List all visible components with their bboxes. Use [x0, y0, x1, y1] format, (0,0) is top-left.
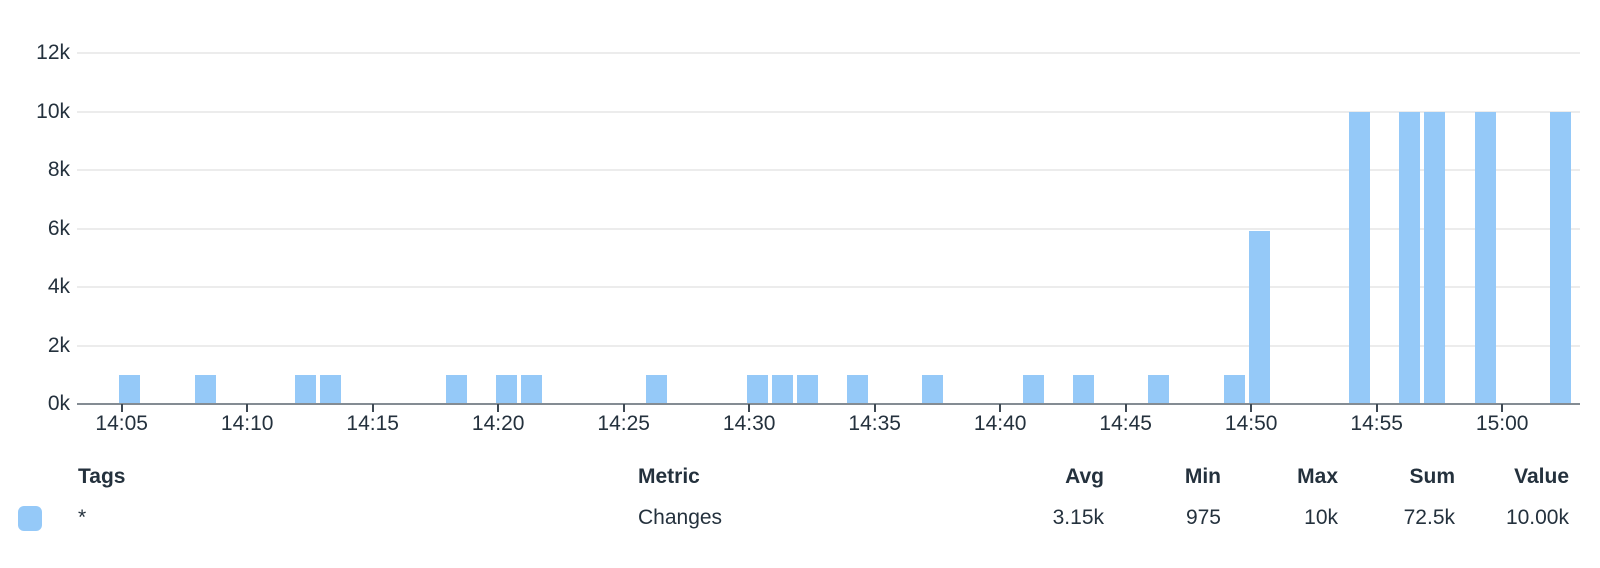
legend-min-value: 975	[1185, 506, 1221, 529]
gridline-4k	[77, 286, 1580, 288]
gridline-6k	[77, 227, 1580, 230]
legend-header-sum[interactable]: Sum	[1409, 465, 1455, 488]
y-axis-label-12k: 12k	[36, 41, 70, 64]
x-axis-tick-14:30	[748, 404, 751, 412]
y-axis-label-6k: 6k	[47, 216, 70, 240]
x-axis-tick-14:15	[371, 404, 374, 412]
legend-swatch-cell	[0, 505, 60, 531]
x-axis-tick-14:35	[873, 404, 876, 412]
legend-header-max[interactable]: Max	[1297, 465, 1338, 488]
y-axis-label-8k: 8k	[47, 158, 70, 181]
x-axis-label-14:05: 14:05	[95, 412, 148, 435]
bar-14:50[interactable]	[1248, 230, 1270, 404]
bar-14:54[interactable]	[1349, 111, 1371, 404]
x-axis-tick-14:45	[1124, 404, 1127, 412]
bar-14:34[interactable]	[847, 375, 869, 404]
gridline-12k	[77, 52, 1580, 54]
x-axis-label-14:30: 14:30	[722, 412, 776, 435]
legend-metric-value[interactable]: Changes	[638, 506, 723, 529]
x-axis-label-14:50: 14:50	[1224, 412, 1278, 435]
bar-14:20[interactable]	[495, 375, 517, 404]
x-axis-tick-14:50	[1250, 404, 1253, 412]
bar-14:18[interactable]	[445, 375, 467, 404]
x-axis-label-14:10: 14:10	[220, 412, 274, 435]
legend-header-min[interactable]: Min	[1184, 465, 1221, 488]
legend-value-value: 10.00k	[1505, 506, 1569, 529]
bar-14:46[interactable]	[1148, 375, 1170, 404]
legend-header-value[interactable]: Value	[1514, 465, 1569, 488]
legend-header-tags[interactable]: Tags	[78, 465, 126, 488]
legend-header-avg[interactable]: Avg	[1065, 465, 1104, 488]
x-axis-tick-14:25	[622, 404, 625, 412]
bar-14:37[interactable]	[922, 375, 944, 404]
x-axis-tick-14:40	[999, 404, 1002, 412]
x-axis-tick-15:00	[1501, 404, 1504, 412]
legend-avg-value: 3.15k	[1052, 506, 1104, 529]
bar-14:43[interactable]	[1073, 375, 1094, 404]
bar-14:05[interactable]	[119, 375, 141, 404]
x-axis-label-15:00: 15:00	[1475, 412, 1529, 435]
x-axis-tick-14:20	[497, 404, 500, 412]
bar-14:41[interactable]	[1022, 375, 1044, 404]
x-axis-label-14:25: 14:25	[597, 412, 650, 435]
bar-14:59[interactable]	[1474, 111, 1496, 404]
gridline-8k	[77, 169, 1580, 171]
x-axis-label-14:40: 14:40	[973, 412, 1027, 435]
time-series-bar-chart[interactable]: 12k 10k 8k 6k 4k 2k 0k 14:05 14:10 14:15 14:20 14:2…	[0, 0, 1600, 448]
y-axis-label-0k: 0k	[47, 392, 70, 415]
x-axis-tick-14:10	[246, 404, 249, 412]
x-axis-tick-14:05	[120, 404, 123, 412]
legend-max-value: 10k	[1304, 506, 1338, 529]
x-axis-label-14:20: 14:20	[471, 412, 525, 435]
bar-14:26[interactable]	[646, 375, 668, 404]
legend-tags-value: *	[78, 506, 87, 529]
bar-14:32[interactable]	[796, 375, 818, 404]
bar-14:21[interactable]	[520, 375, 542, 404]
bar-14:30[interactable]	[746, 375, 768, 404]
gridline-2k	[77, 344, 1580, 347]
series-color-swatch[interactable]	[18, 505, 42, 531]
bar-14:12[interactable]	[294, 375, 316, 404]
bar-15:02[interactable]	[1549, 111, 1571, 404]
bar-14:49[interactable]	[1223, 375, 1245, 404]
y-axis-label-4k: 4k	[47, 275, 70, 298]
x-axis-tick-14:55	[1375, 404, 1378, 412]
y-axis-label-2k: 2k	[47, 333, 70, 357]
bar-14:13[interactable]	[320, 375, 341, 404]
x-axis-label-14:45: 14:45	[1099, 412, 1152, 435]
y-axis-label-10k: 10k	[36, 99, 70, 123]
legend-header-metric[interactable]: Metric	[638, 465, 700, 488]
gridline-10k	[77, 110, 1580, 113]
legend-header-row: Tags Metric Avg Min Max Sum Value	[0, 462, 1569, 492]
bar-14:08[interactable]	[194, 375, 216, 404]
x-axis-label-14:15: 14:15	[346, 412, 399, 435]
bar-14:56[interactable]	[1399, 111, 1421, 404]
legend-sum-value: 72.5k	[1403, 506, 1455, 529]
bar-14:31[interactable]	[771, 375, 793, 404]
legend-series-row: * Changes 3.15k 975 10k 72.5k 10.00k	[0, 502, 1569, 534]
x-axis-label-14:55: 14:55	[1350, 412, 1403, 435]
x-axis-label-14:35: 14:35	[848, 412, 901, 435]
bar-14:57[interactable]	[1424, 111, 1446, 404]
x-axis-line	[77, 403, 1580, 405]
